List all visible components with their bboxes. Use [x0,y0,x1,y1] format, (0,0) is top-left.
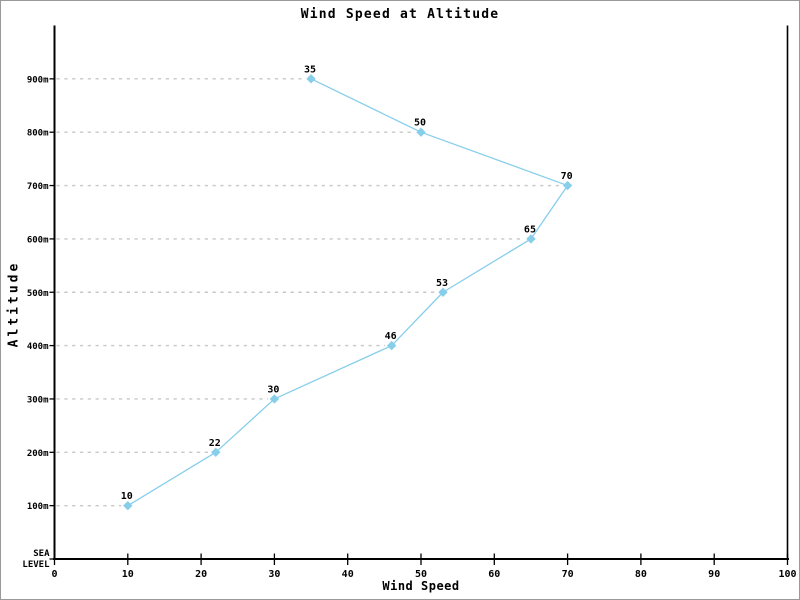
data-point-marker [416,127,426,137]
x-ticks: 0 10 20 30 40 50 60 70 80 90 100 [51,553,797,580]
y-tick-label: 800m [27,129,49,139]
x-tick-label: 90 [708,569,720,580]
x-tick-label: 10 [122,569,134,580]
data-point-marker [562,180,573,191]
sea-level-label: SEA [33,549,50,559]
y-tick-label: 500m [27,289,49,299]
x-tick-label: 30 [268,569,280,580]
leader-lines [56,78,562,507]
y-tick-label: 700m [27,182,49,192]
y-ticks: 100m 200m 300m 400m 500m 600m 700m 800m 900m SEAL… [22,75,55,570]
data-point-marker [526,234,536,244]
point-labels: 10 22 30 46 53 65 70 50 35 [121,64,573,502]
x-tick-label: 100 [778,569,796,580]
y-axis-title: Altitude [6,260,22,348]
point-value-label: 35 [304,64,316,75]
y-tick-label: 200m [27,449,49,459]
data-point-marker [306,74,316,84]
point-value-label: 10 [121,491,133,502]
x-tick-label: 60 [488,569,500,580]
data-point-marker [123,500,133,511]
x-axis-title: Wind Speed [382,579,460,593]
point-value-label: 30 [267,384,279,395]
y-tick-label: 900m [27,75,49,85]
y-tick-label: 100m [27,502,49,512]
y-tick-label: 400m [27,342,49,352]
data-point-marker [211,447,221,457]
point-value-label: 46 [385,331,397,342]
point-value-label: 22 [209,438,221,449]
x-tick-label: 50 [415,569,427,580]
data-point-marker [269,394,280,404]
point-value-label: 70 [561,171,573,182]
chart-title: Wind Speed at Altitude [300,7,500,22]
point-value-label: 65 [524,224,536,235]
data-point-marker [386,340,397,351]
data-point-marker [438,287,448,297]
point-value-label: 53 [436,278,448,289]
x-tick-label: 0 [51,569,57,580]
axes [53,25,789,560]
point-value-label: 50 [414,118,426,129]
data-point-markers [123,74,573,511]
x-tick-label: 40 [342,569,354,580]
x-tick-label: 70 [562,569,574,580]
x-tick-label: 20 [195,569,207,580]
y-tick-label: 300m [27,395,49,405]
y-tick-label: 600m [27,235,49,245]
sea-level-label: LEVEL [22,560,50,570]
x-tick-label: 80 [635,569,647,580]
